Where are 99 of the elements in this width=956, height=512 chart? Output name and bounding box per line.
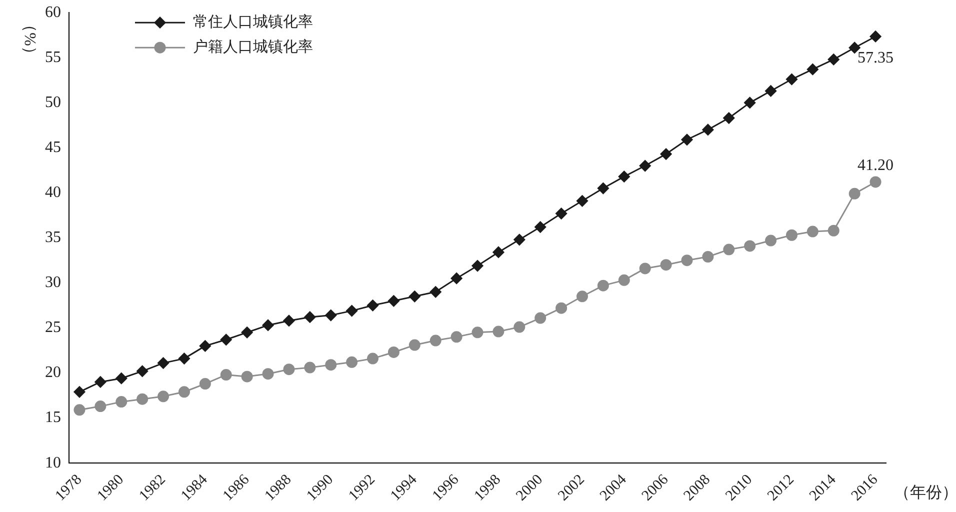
point [702, 251, 714, 262]
annotation: 57.35 [858, 50, 894, 67]
point [870, 176, 882, 188]
point [534, 221, 546, 233]
point [367, 352, 379, 364]
point [283, 314, 295, 326]
point [848, 42, 860, 54]
y-tick-label: 25 [45, 319, 61, 336]
point [723, 244, 735, 256]
point [514, 321, 526, 333]
point [346, 305, 358, 317]
point [681, 254, 693, 266]
point [94, 376, 106, 388]
point [639, 160, 651, 172]
point [94, 400, 106, 412]
y-tick-label: 45 [45, 138, 61, 156]
point [472, 326, 484, 338]
point [450, 331, 462, 343]
point [220, 369, 232, 381]
point [765, 85, 777, 97]
y-tick-label: 55 [45, 48, 61, 66]
point [241, 326, 253, 338]
point [325, 310, 337, 322]
point [828, 224, 840, 236]
point [639, 262, 651, 274]
x-axis-title: （年份） [894, 484, 956, 502]
point [178, 386, 190, 398]
point [681, 134, 693, 146]
point [660, 148, 672, 160]
point [158, 390, 170, 402]
point [430, 286, 442, 298]
y-tick-label: 15 [45, 409, 61, 426]
point [786, 229, 798, 241]
legend-label: 常住人口城镇化率 [193, 12, 313, 30]
point [408, 339, 420, 351]
point [618, 274, 630, 286]
point [576, 290, 588, 302]
point [786, 74, 798, 86]
point [597, 280, 609, 292]
point [723, 112, 735, 124]
point [765, 234, 777, 246]
y-tick-label: 20 [45, 364, 61, 382]
point [367, 300, 379, 312]
point [744, 96, 756, 108]
y-tick-label: 35 [45, 229, 61, 246]
y-tick-label: 60 [45, 4, 61, 21]
point [828, 54, 840, 66]
point [158, 357, 170, 369]
point [556, 302, 568, 314]
point [388, 295, 400, 307]
point [74, 404, 86, 416]
point [304, 311, 316, 323]
point [430, 334, 442, 346]
y-tick-label: 40 [45, 184, 61, 201]
point [618, 170, 630, 182]
point [576, 195, 588, 207]
point [74, 386, 86, 398]
x-tick-label: 1990 [304, 472, 336, 504]
point [116, 396, 128, 408]
y-axis-title: （%） [20, 16, 38, 62]
point [408, 290, 420, 302]
y-tick-label: 50 [45, 94, 61, 111]
point [744, 240, 756, 252]
point [702, 124, 714, 136]
legend-label: 户籍人口城镇化率 [193, 37, 313, 56]
point [283, 364, 295, 376]
point [325, 359, 337, 371]
x-tick-label: 1980 [94, 472, 127, 504]
annotation: 41.20 [858, 157, 894, 174]
x-tick-label: 1992 [346, 472, 378, 504]
point [116, 372, 128, 384]
point [848, 188, 860, 200]
point [870, 30, 882, 42]
point [262, 319, 274, 331]
point [556, 208, 568, 220]
point [220, 334, 232, 346]
y-tick-label: 30 [45, 274, 61, 292]
point [304, 362, 316, 374]
point [806, 226, 818, 238]
point [492, 246, 504, 258]
point [660, 259, 672, 271]
point [450, 272, 462, 284]
point [514, 234, 526, 246]
y-tick-label: 10 [45, 454, 61, 472]
point [136, 393, 148, 405]
point [346, 356, 358, 368]
point [241, 370, 253, 382]
point [136, 365, 148, 377]
point [199, 378, 211, 390]
point [262, 368, 274, 380]
point [492, 326, 504, 338]
point [597, 182, 609, 194]
point [388, 346, 400, 358]
x-tick-label: 1982 [136, 472, 169, 504]
point [199, 340, 211, 352]
point [472, 260, 484, 272]
point [806, 64, 818, 76]
point [178, 352, 190, 364]
point [534, 312, 546, 324]
